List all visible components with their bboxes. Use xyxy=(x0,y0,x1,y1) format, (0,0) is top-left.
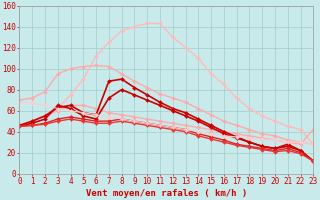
X-axis label: Vent moyen/en rafales ( km/h ): Vent moyen/en rafales ( km/h ) xyxy=(86,189,247,198)
